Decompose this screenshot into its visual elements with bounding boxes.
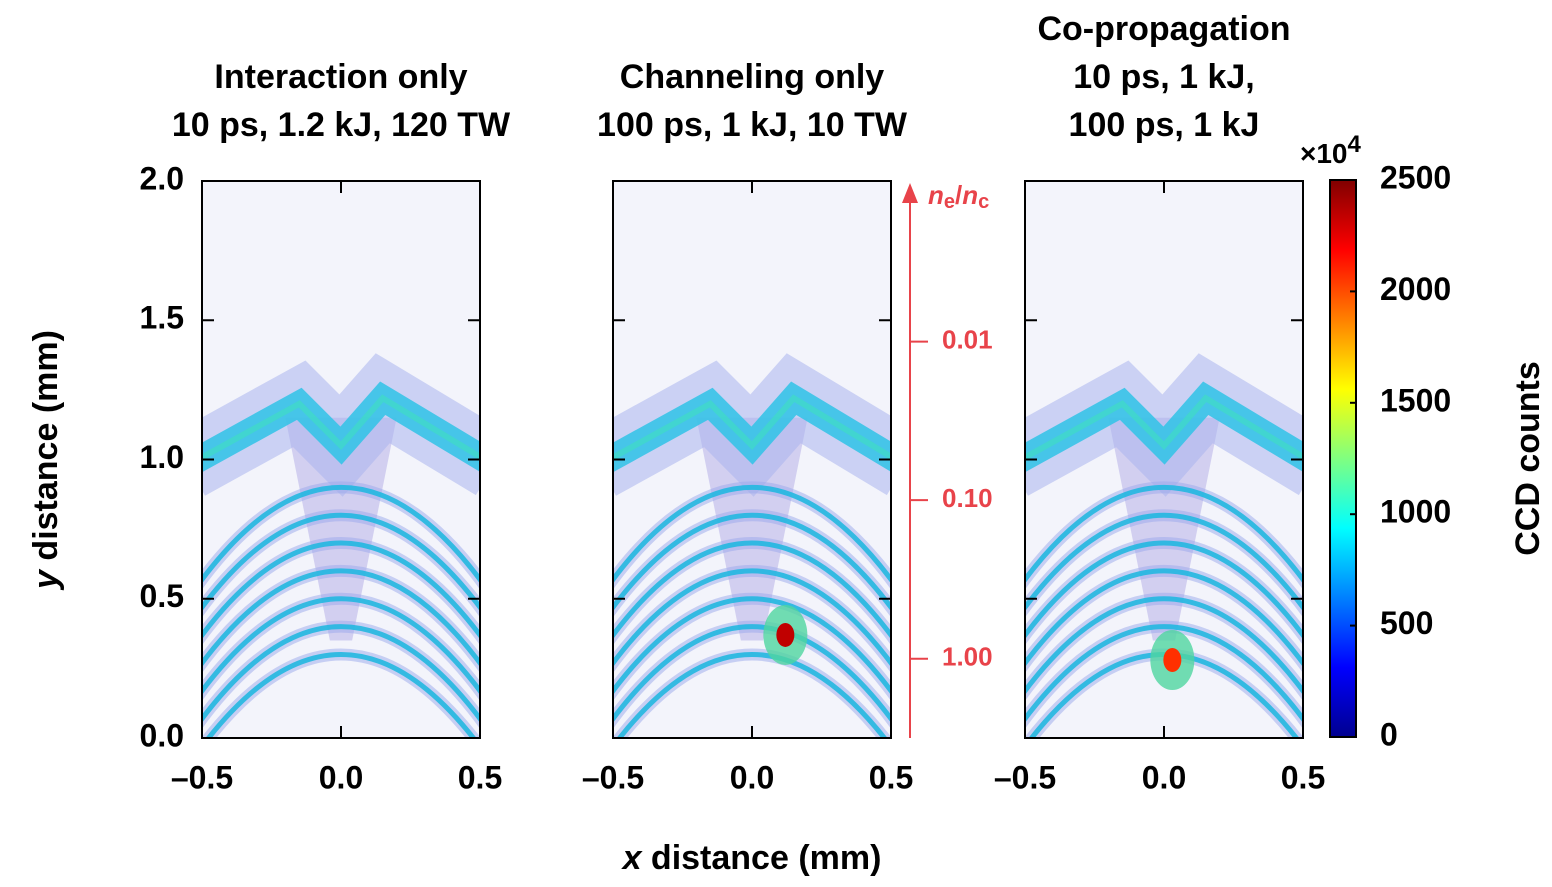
x-tick-label: 0.5 [869, 759, 913, 795]
fringe [202, 596, 480, 696]
image [613, 181, 891, 738]
fringe [613, 568, 891, 668]
fringe [1025, 568, 1303, 668]
panel-title: 10 ps, 1 kJ, [1073, 58, 1254, 96]
band-core [1025, 394, 1303, 461]
image [1025, 181, 1303, 738]
x-tick-label: 0.0 [319, 759, 363, 795]
x-tick-label: 0.0 [730, 759, 774, 795]
band-core [202, 394, 480, 461]
x-axis-label: x distance (mm) [621, 839, 882, 877]
y-tick-label: 1.0 [140, 439, 184, 475]
fringe [1025, 484, 1303, 584]
plume [1108, 417, 1220, 641]
hotspot [776, 622, 795, 647]
fringe [202, 624, 480, 723]
panel-title: 100 ps, 1 kJ [1069, 106, 1260, 144]
colorbar-tick-label: 2500 [1380, 159, 1451, 195]
fringe [205, 651, 477, 738]
fringe [202, 540, 480, 640]
band-core [613, 394, 891, 461]
colorbar-tick-label: 1000 [1380, 494, 1451, 530]
plume [696, 417, 808, 641]
x-tick-label: –0.5 [582, 759, 644, 795]
density-tick-label: 0.01 [942, 324, 993, 354]
y-tick-label: 2.0 [140, 160, 184, 196]
fringe [1025, 512, 1303, 612]
y-axis-label: y distance (mm) [27, 330, 65, 591]
image [202, 181, 480, 738]
fringe [202, 568, 480, 668]
fringe [1025, 540, 1303, 640]
fringe [613, 484, 891, 584]
fringe [613, 596, 891, 696]
colorbar [1329, 179, 1357, 738]
panel-title: 10 ps, 1.2 kJ, 120 TW [172, 106, 511, 144]
fringe [1025, 624, 1303, 723]
y-tick-label: 1.5 [140, 300, 184, 336]
colorbar-label: CCD counts [1509, 361, 1547, 556]
x-tick-label: 0.5 [1281, 759, 1325, 795]
density-tick-label: 1.00 [942, 642, 993, 672]
density-arrow [902, 183, 918, 203]
panel-title: 100 ps, 1 kJ, 10 TW [597, 106, 908, 144]
colorbar-tick-label: 2000 [1380, 271, 1451, 307]
x-tick-label: –0.5 [171, 759, 233, 795]
y-tick-label: 0.0 [140, 717, 184, 753]
colorbar-tick-label: 0 [1380, 716, 1398, 752]
fringe [613, 624, 891, 723]
fringe [616, 651, 888, 738]
fringe [613, 512, 891, 612]
fringe [1025, 596, 1303, 696]
y-tick-label: 0.5 [140, 578, 184, 614]
colorbar-tick-label: 500 [1380, 605, 1433, 641]
fringe [202, 484, 480, 584]
density-tick-label: 0.10 [942, 483, 993, 513]
panel-title: Interaction only [214, 58, 467, 96]
x-tick-label: –0.5 [994, 759, 1056, 795]
colorbar-multiplier: ×104 [1300, 131, 1362, 169]
x-tick-label: 0.0 [1142, 759, 1186, 795]
x-tick-label: 0.5 [458, 759, 502, 795]
density-label: ne/nc [928, 180, 989, 213]
panel-title: Channeling only [620, 58, 885, 96]
panel-title: Co-propagation [1037, 10, 1290, 48]
colorbar-tick-label: 1500 [1380, 382, 1451, 418]
fringe [202, 512, 480, 612]
hotspot [1163, 648, 1182, 673]
fringe [613, 540, 891, 640]
plume [285, 417, 397, 641]
